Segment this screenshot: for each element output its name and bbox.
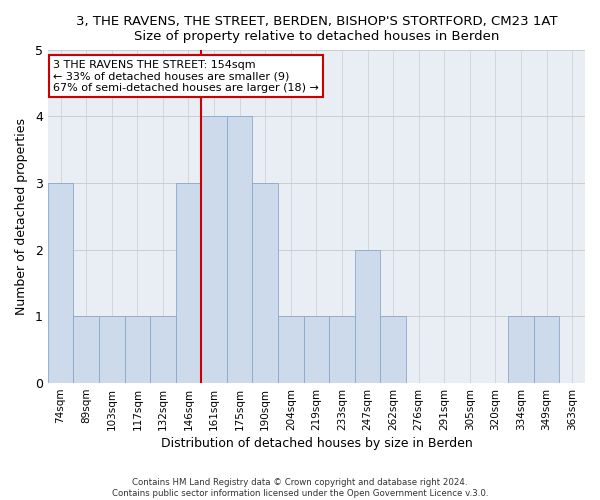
Bar [534, 316, 559, 383]
Bar [355, 250, 380, 383]
Bar [278, 316, 304, 383]
Bar [99, 316, 125, 383]
Bar [508, 316, 534, 383]
Title: 3, THE RAVENS, THE STREET, BERDEN, BISHOP'S STORTFORD, CM23 1AT
Size of property: 3, THE RAVENS, THE STREET, BERDEN, BISHO… [76, 15, 557, 43]
Bar [48, 183, 73, 383]
Bar [304, 316, 329, 383]
Y-axis label: Number of detached properties: Number of detached properties [15, 118, 28, 315]
Bar [125, 316, 150, 383]
Bar [329, 316, 355, 383]
Bar [150, 316, 176, 383]
X-axis label: Distribution of detached houses by size in Berden: Distribution of detached houses by size … [161, 437, 472, 450]
Bar [201, 116, 227, 383]
Text: 3 THE RAVENS THE STREET: 154sqm
← 33% of detached houses are smaller (9)
67% of : 3 THE RAVENS THE STREET: 154sqm ← 33% of… [53, 60, 319, 93]
Bar [176, 183, 201, 383]
Bar [227, 116, 253, 383]
Text: Contains HM Land Registry data © Crown copyright and database right 2024.
Contai: Contains HM Land Registry data © Crown c… [112, 478, 488, 498]
Bar [253, 183, 278, 383]
Bar [73, 316, 99, 383]
Bar [380, 316, 406, 383]
